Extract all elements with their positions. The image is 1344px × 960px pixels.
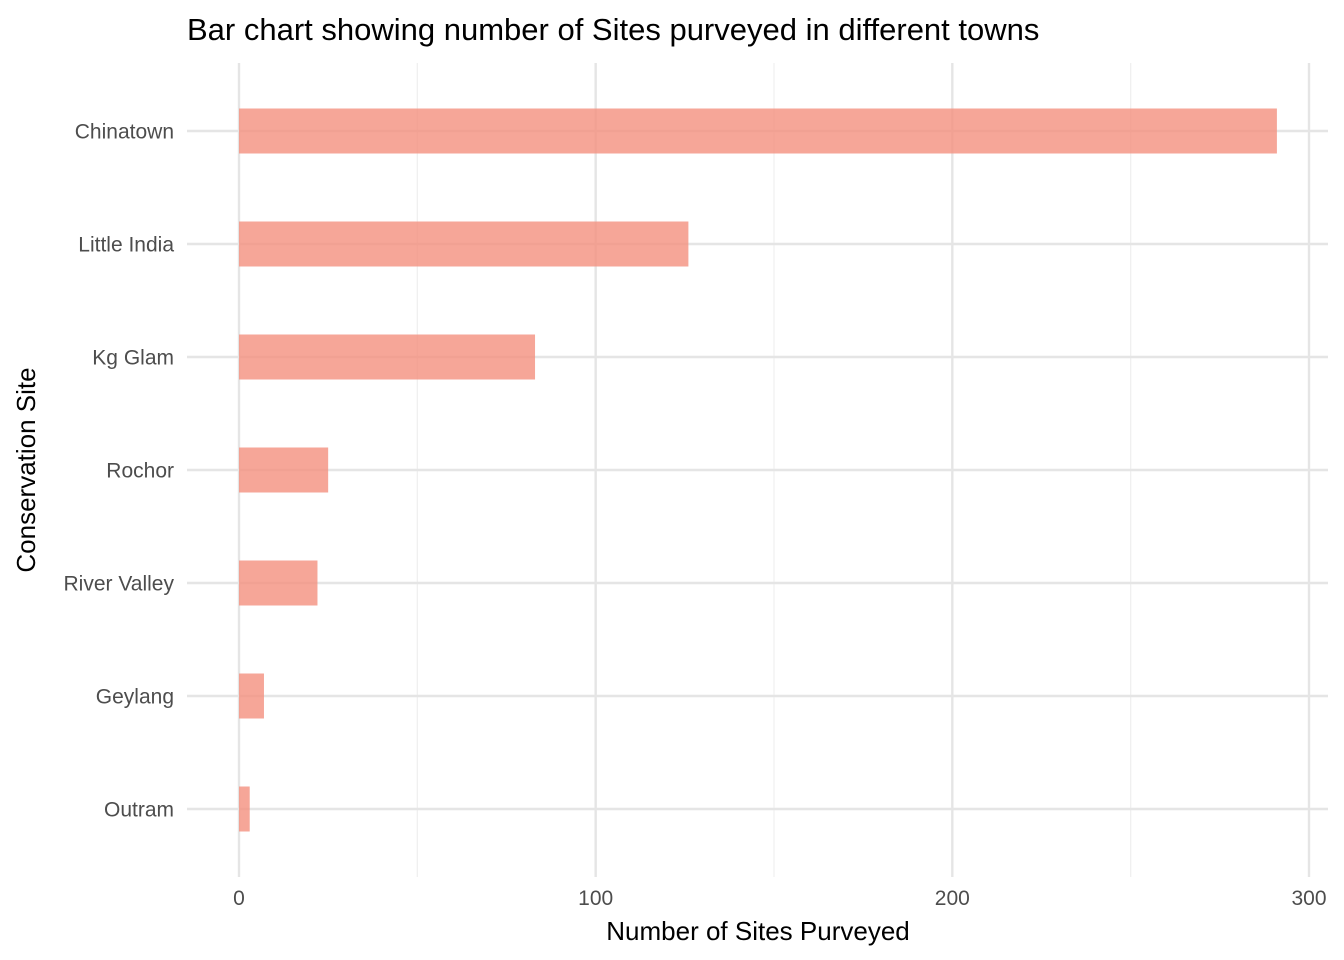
x-tick-label: 100 <box>578 887 613 910</box>
y-tick-label: Geylang <box>96 686 174 709</box>
y-tick-label: Chinatown <box>75 121 174 144</box>
grid-lines <box>187 63 1328 877</box>
x-tick-labels: 0 100 200 300 <box>233 887 1326 910</box>
y-tick-labels: Chinatown Little India Kg Glam Rochor River … <box>64 121 175 822</box>
bar-chinatown <box>239 108 1277 154</box>
y-tick-label: Rochor <box>106 460 174 483</box>
bar-rochor <box>239 447 329 493</box>
y-axis-title: Conservation Site <box>11 367 41 572</box>
y-tick-label: Outram <box>104 799 174 822</box>
y-tick-label: River Valley <box>64 573 175 596</box>
bar-kg-glam <box>239 334 536 380</box>
x-tick-label: 200 <box>935 887 970 910</box>
bars <box>239 108 1277 832</box>
bar-geylang <box>239 673 264 719</box>
y-tick-label: Little India <box>78 234 174 257</box>
x-axis-title: Number of Sites Purveyed <box>606 916 909 946</box>
y-tick-label: Kg Glam <box>92 347 174 370</box>
bar-little-india <box>239 221 689 267</box>
bar-outram <box>239 786 250 832</box>
x-tick-label: 300 <box>1291 887 1326 910</box>
bar-river-valley <box>239 560 318 606</box>
x-tick-label: 0 <box>233 887 245 910</box>
chart-title: Bar chart showing number of Sites purvey… <box>187 12 1039 47</box>
